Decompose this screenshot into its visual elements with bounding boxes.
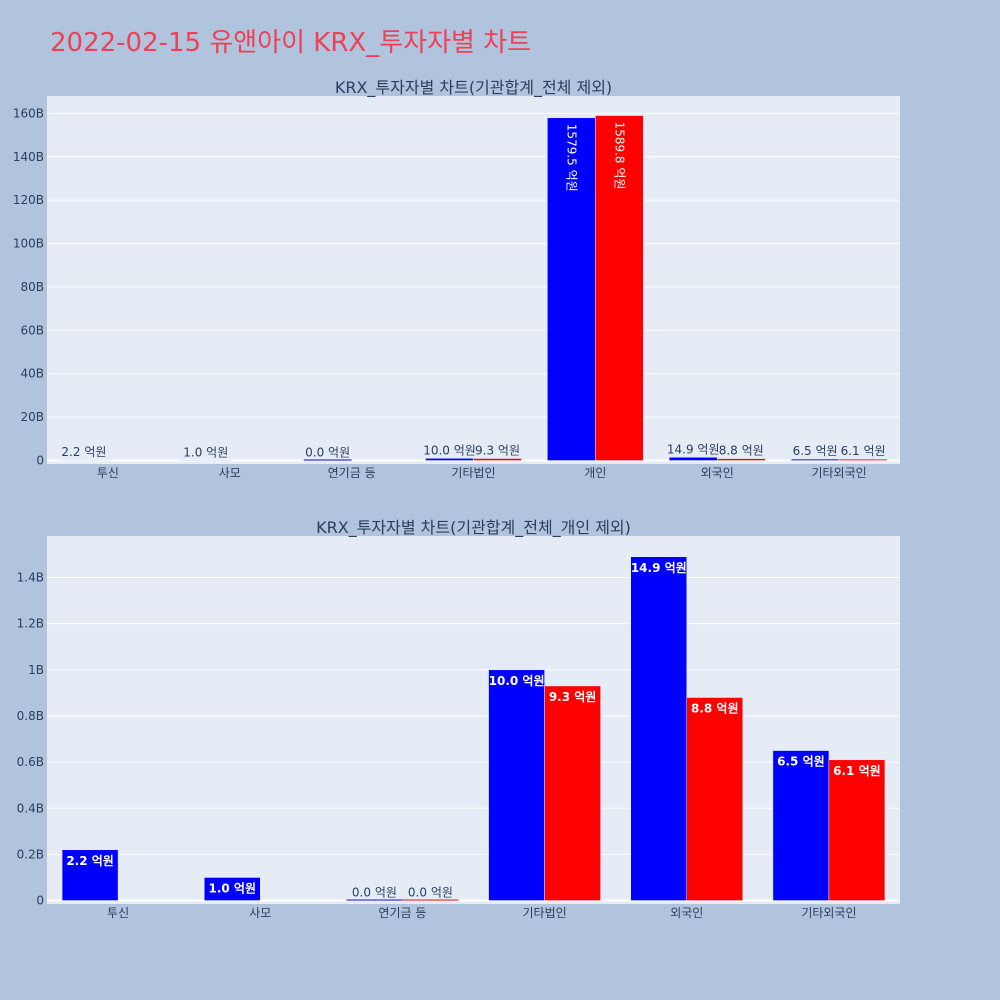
bar-data-label: 10.0 억원 bbox=[489, 674, 545, 688]
y-tick-label: 0.2B bbox=[17, 847, 44, 861]
bar bbox=[686, 697, 743, 901]
y-tick-label: 0.8B bbox=[17, 709, 44, 723]
x-tick-label: 투신 bbox=[107, 906, 129, 920]
x-tick-label: 사모 bbox=[249, 906, 271, 920]
y-tick-label: 1.2B bbox=[17, 617, 44, 631]
bar bbox=[668, 457, 718, 461]
bar bbox=[204, 877, 261, 901]
x-tick-label: 외국인 bbox=[701, 466, 734, 480]
bar bbox=[838, 458, 888, 461]
x-tick-label: 기타법인 bbox=[451, 466, 495, 480]
bar bbox=[772, 750, 830, 901]
bar-data-label: 14.9 억원 bbox=[667, 442, 720, 456]
plot-area bbox=[47, 96, 900, 464]
chart-excluding-individual: KRX_투자자별 차트(기관합계_전체_개인 제외) 0 0.2B 0.4B 0.6B 0… bbox=[17, 518, 900, 920]
bar-data-label: 1.0 억원 bbox=[183, 445, 228, 459]
bar-data-label: 6.1 억원 bbox=[833, 764, 881, 778]
y-tick-label: 0 bbox=[36, 454, 44, 468]
bar bbox=[547, 117, 596, 461]
bar-data-label: 9.3 억원 bbox=[475, 444, 520, 458]
x-tick-label: 연기금 등 bbox=[378, 906, 426, 920]
page-title: 2022-02-15 유앤아이 KRX_투자자별 차트 bbox=[50, 28, 532, 58]
plot-area bbox=[47, 536, 900, 904]
bar-data-label: 14.9 억원 bbox=[631, 561, 687, 575]
x-tick-label: 개인 bbox=[584, 466, 606, 480]
chart-all-investors: KRX_투자자별 차트(기관합계_전체 제외) 0 20B 40B 60B 80B 100B… bbox=[13, 78, 900, 480]
bar-data-label: 0.0 억원 bbox=[305, 446, 350, 460]
bar bbox=[488, 669, 545, 901]
bar-data-label: 8.8 억원 bbox=[691, 702, 739, 716]
bar-data-label: 2.2 억원 bbox=[66, 854, 114, 868]
x-tick-label: 연기금 등 bbox=[328, 466, 376, 480]
x-tick-label: 사모 bbox=[219, 466, 241, 480]
bar bbox=[61, 849, 119, 901]
y-tick-label: 140B bbox=[13, 150, 44, 164]
chart-title: KRX_투자자별 차트(기관합계_전체_개인 제외) bbox=[316, 518, 631, 538]
bar bbox=[630, 556, 687, 901]
y-tick-label: 160B bbox=[13, 106, 44, 120]
y-tick-label: 100B bbox=[13, 237, 44, 251]
bar-data-label: 9.3 억원 bbox=[549, 690, 597, 704]
x-tick-label: 투신 bbox=[97, 466, 119, 480]
y-tick-label: 1.4B bbox=[17, 571, 44, 585]
bar-data-label: 1589.8 억원 bbox=[612, 122, 626, 190]
chart-title: KRX_투자자별 차트(기관합계_전체 제외) bbox=[335, 78, 612, 98]
bar-data-label: 6.5 억원 bbox=[793, 444, 838, 458]
y-tick-label: 0.6B bbox=[17, 755, 44, 769]
y-tick-label: 40B bbox=[20, 367, 44, 381]
bar bbox=[303, 459, 352, 461]
bar bbox=[595, 115, 644, 461]
y-tick-label: 80B bbox=[20, 280, 44, 294]
bar bbox=[716, 458, 766, 461]
bar-data-label: 6.5 억원 bbox=[777, 755, 825, 769]
bar-data-label: 6.1 억원 bbox=[841, 444, 886, 458]
bar bbox=[790, 458, 840, 461]
y-tick-label: 1B bbox=[28, 663, 44, 677]
bar-data-label: 0.0 억원 bbox=[352, 886, 397, 900]
y-tick-label: 0 bbox=[36, 894, 44, 908]
bar bbox=[402, 899, 459, 901]
bar bbox=[828, 759, 886, 901]
y-tick-label: 60B bbox=[20, 323, 44, 337]
bar-data-label: 1.0 억원 bbox=[208, 881, 256, 895]
bar bbox=[346, 899, 403, 901]
x-tick-label: 외국인 bbox=[670, 906, 703, 920]
bar-data-label: 8.8 억원 bbox=[719, 444, 764, 458]
bar-data-label: 10.0 억원 bbox=[423, 443, 476, 457]
x-tick-label: 기타법인 bbox=[522, 906, 566, 920]
x-tick-label: 기타외국인 bbox=[801, 906, 856, 920]
y-tick-label: 120B bbox=[13, 193, 44, 207]
bar-data-label: 1579.5 억원 bbox=[564, 124, 578, 192]
bar bbox=[425, 458, 474, 461]
y-tick-label: 0.4B bbox=[17, 801, 44, 815]
bar bbox=[544, 685, 601, 901]
bar-data-label: 0.0 억원 bbox=[408, 886, 453, 900]
bar-data-label: 2.2 억원 bbox=[61, 445, 106, 459]
bar bbox=[473, 458, 522, 461]
y-tick-label: 20B bbox=[20, 410, 44, 424]
x-tick-label: 기타외국인 bbox=[811, 466, 866, 480]
